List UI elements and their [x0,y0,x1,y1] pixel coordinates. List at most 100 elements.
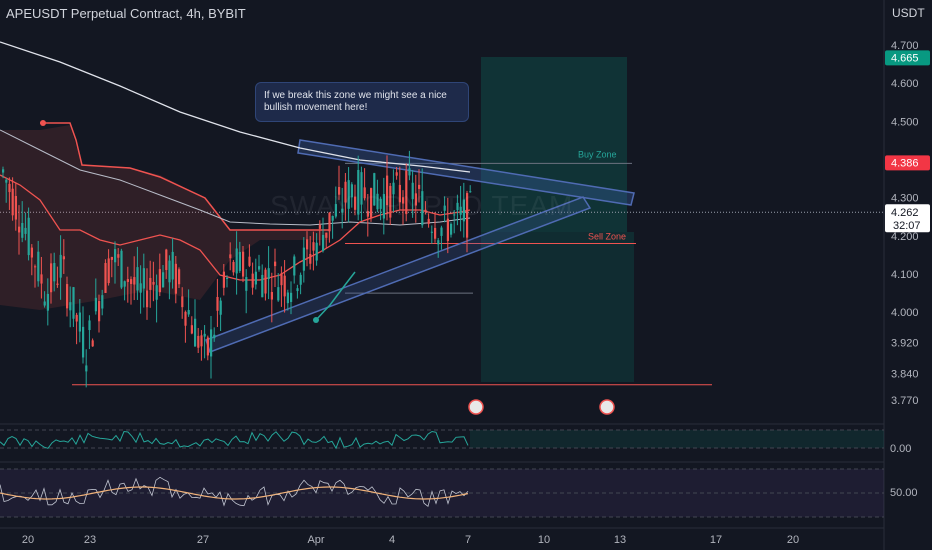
candle-body [194,318,197,347]
candle-body [101,295,104,309]
candle-body [142,268,145,289]
candle-body [24,227,27,234]
candle-body [331,215,334,221]
candle-body [341,208,344,213]
trailing-stop-bull-line [315,271,356,321]
target-price-tag-bg [885,50,930,66]
candle-body [427,218,430,224]
candle-body [162,272,165,288]
candle-body [357,169,360,215]
candle-body [91,340,94,347]
candle-body [56,283,59,285]
price-axis: 4.700 4.600 4.500 4.300 4.200 4.100 4.000 3.920… [890,40,919,499]
candle-body [30,247,33,258]
sell-zone-label: Sell Zone [588,231,626,241]
candle-body [309,253,312,264]
candle-body [437,240,440,245]
candle-body [216,296,219,311]
candle-body [354,196,357,210]
candle-body [376,193,379,210]
event-flag-icon [468,399,484,415]
candle-body [43,301,46,306]
candle-body [158,269,161,293]
candle-body [395,172,398,176]
candle-body [168,260,171,283]
candle-body [446,218,449,241]
price-tick-label: 3.840 [891,368,919,380]
candle-body [235,248,238,274]
trailing-stop-line [40,122,330,231]
candle-body [466,193,469,238]
candle-body [203,333,206,337]
candle-body [155,285,158,300]
candle-body [82,326,85,358]
candle-body [421,191,424,226]
candle-body [238,251,241,271]
candle-body [299,274,302,285]
candle-body [293,256,296,276]
candle-body [197,335,200,348]
candle-body [242,251,245,277]
candle-body [206,337,209,356]
ma-100-line [0,129,471,226]
osc1-axis-label: 0.00 [890,443,911,455]
time-tick-label: 17 [710,534,722,546]
ma-200-line [0,41,471,173]
candle-body [462,199,465,222]
time-tick-label: 27 [197,534,209,546]
candle-body [344,181,347,203]
osc1-band [470,430,884,448]
candle-body [283,275,286,297]
candle-body [258,266,261,270]
candle-body [136,267,139,291]
candle-body [120,250,123,288]
candle-body [75,314,78,322]
price-tick-label: 3.920 [891,338,919,350]
candle-body [187,310,190,315]
candle-body [40,274,43,284]
candle-body [286,292,289,304]
candle-body [98,301,101,322]
candle-body [389,185,392,218]
candle-body [50,263,53,293]
candle-body [232,261,235,273]
candle-body [414,193,417,206]
candle-body [382,194,385,219]
candle-body [62,256,65,260]
candle-body [456,202,459,211]
time-tick-label: 10 [538,534,550,546]
annotation-callout[interactable]: If we break this zone we might see a nic… [255,82,469,122]
candle-body [117,254,120,258]
candle-body [126,279,129,282]
candle-body [296,288,299,292]
stop-price-tag-bg [885,155,930,171]
candle-body [302,247,305,271]
watermark: SWAY CRYPTO TEAM [270,190,574,221]
candle-body [88,320,91,331]
candle-body [443,205,446,211]
candle-body [18,226,21,233]
candle-body [210,329,213,357]
candle-body [14,195,17,220]
candle-body [274,261,277,267]
trailing-stop-bull-dot [313,317,319,323]
target-price-tag: 4.665 [891,52,919,64]
candle-body [398,184,401,203]
upper-trendline-channel [297,139,635,206]
candle-body [418,184,421,189]
candle-body [392,182,395,195]
candle-body [5,179,8,183]
candle-body [430,231,433,233]
candle-body [94,297,97,312]
candles [2,150,472,388]
candle-body [178,269,181,285]
candle-body [322,234,325,251]
candle-body [334,204,337,217]
buy-zone-label: Buy Zone [578,149,617,159]
price-tick-label: 4.000 [891,307,919,319]
candle-body [114,249,117,263]
candle-body [370,188,373,218]
candle-body [107,258,110,284]
trailing-stop-shade [0,125,330,310]
stop-price-tag: 4.386 [891,157,919,169]
